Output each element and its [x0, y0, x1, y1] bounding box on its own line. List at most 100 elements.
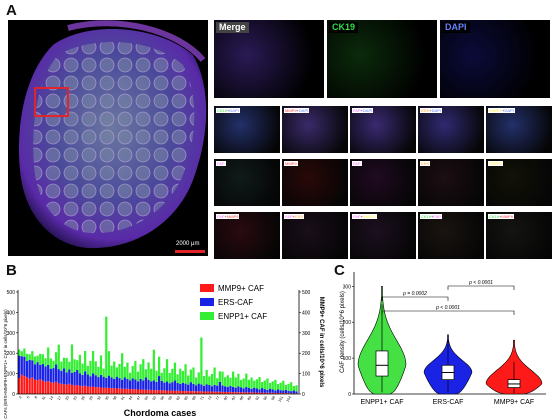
bar-segment [229, 377, 232, 386]
bar-segment [226, 387, 229, 392]
grid-tile-marker: ERS [421, 161, 430, 166]
bar-segment [184, 390, 187, 394]
grid-tile-marker: ENPP1 [362, 214, 377, 219]
bar-segment [110, 365, 113, 378]
grid-tile-marker: ERS [421, 108, 430, 113]
violin-plot: CAF density (cells/10^6 pixels) 0 100 200 3… [340, 272, 546, 406]
grid-tile-marker: DAPI [229, 108, 239, 113]
y-tick-label-right: 400 [302, 310, 311, 316]
bar-segment [158, 356, 161, 377]
bar-segment [155, 381, 158, 391]
bar-segment [18, 378, 21, 394]
grid-tile-marker: DAPI [504, 108, 514, 113]
p-value-label: p < 0.0001 [435, 305, 460, 311]
bar-segment [57, 369, 60, 384]
significance-bracket [381, 310, 515, 315]
bar-segment [226, 375, 229, 388]
bar-segment [107, 387, 111, 394]
bar-segment [20, 374, 23, 394]
tile-label-0: Merge [216, 22, 249, 33]
bar-segment [97, 366, 100, 378]
bar-segment [253, 392, 256, 394]
x-tick-label: 2 [18, 396, 22, 400]
grid-tile: CK19+FAP [418, 212, 484, 259]
bar-segment [36, 355, 39, 363]
x-tick-label: 68 [191, 396, 196, 401]
x-tick-label: 44 [128, 396, 133, 401]
bar-segment [181, 390, 185, 394]
bar-segment [118, 363, 121, 379]
tile-label-1: CK19 [329, 22, 359, 33]
bar-segment [47, 347, 50, 365]
bar-segment [57, 344, 60, 370]
grid-tile: ENPP1 [486, 159, 552, 206]
bar-segment [102, 368, 105, 377]
legend-label: ERS-CAF [218, 298, 253, 307]
bar-segment [31, 360, 34, 378]
bar-segment [287, 383, 290, 391]
bar-segment [33, 356, 37, 365]
bar-segment [76, 360, 79, 370]
bar-segment [33, 379, 37, 394]
bar-segment [39, 379, 42, 394]
bar-segment [279, 392, 282, 394]
bar-segment [184, 383, 187, 391]
grid-tile-label: FAP+ENPP1 [352, 214, 378, 219]
bar-segment [213, 391, 216, 394]
bar-segment [205, 384, 208, 392]
bar-segment [168, 383, 171, 391]
grid-tile: ENPP1+DAPI [486, 106, 552, 153]
grid-tile-label: MMP9 [284, 161, 298, 166]
bar-segment [94, 375, 97, 388]
y-tick-label-right: 0 [302, 392, 305, 398]
bar-segment [158, 376, 161, 391]
grid-tile: FAP [214, 159, 280, 206]
bar-segment [123, 366, 126, 378]
y-tick-label-right: 500 [302, 290, 311, 296]
bar-segment [89, 360, 92, 377]
bar-segment [20, 356, 23, 375]
bar-segment [276, 392, 280, 394]
x-tick-label: 83 [231, 396, 236, 401]
bar-segment [216, 391, 219, 394]
bar-segment [65, 384, 68, 394]
violin-box [375, 350, 389, 377]
grid-tile: FAP [350, 159, 416, 206]
bar-segment [86, 386, 89, 394]
bar-segment [134, 361, 137, 380]
bar-segment [25, 353, 29, 361]
grid-tile-marker: FAP [217, 214, 225, 219]
bar-segment [194, 385, 198, 392]
bar-segment [158, 390, 161, 394]
grid-tile: CK19+MMP9 [486, 212, 552, 259]
y-tick-label-left: 400 [7, 310, 16, 316]
bar-segment [128, 372, 132, 381]
bar-segment [78, 373, 81, 386]
x-tick-label: 29 [88, 396, 93, 401]
bar-segment [139, 389, 142, 394]
x-tick-label: 86 [239, 396, 244, 401]
bar-segment [197, 383, 200, 392]
bar-segment [181, 382, 185, 391]
bar-segment [94, 361, 97, 376]
bar-segment [150, 389, 153, 394]
bar-segment [118, 388, 121, 394]
bar-segment [160, 390, 163, 394]
x-tick-label: 65 [184, 396, 189, 401]
bar-segment [205, 369, 208, 385]
x-tick-label: 56 [160, 396, 165, 401]
bar-segment [255, 388, 258, 393]
grid-tile-marker: MMP9 [285, 161, 297, 166]
bar-segment [47, 364, 50, 382]
bar-segment [284, 389, 288, 394]
x-tick-label: 35 [104, 396, 109, 401]
bar-segment [33, 364, 37, 380]
y-axis-label-left: CAFs (ERS+MMP9+ENPP1+ CAF in cells/10^6 … [3, 309, 8, 419]
bar-segment [131, 366, 134, 379]
bar-segment [107, 375, 111, 388]
bar-segment [292, 386, 295, 391]
bar-segment [213, 384, 216, 392]
bar-segment [134, 379, 137, 390]
bar-segment [179, 368, 182, 384]
bar-segment [20, 351, 23, 357]
